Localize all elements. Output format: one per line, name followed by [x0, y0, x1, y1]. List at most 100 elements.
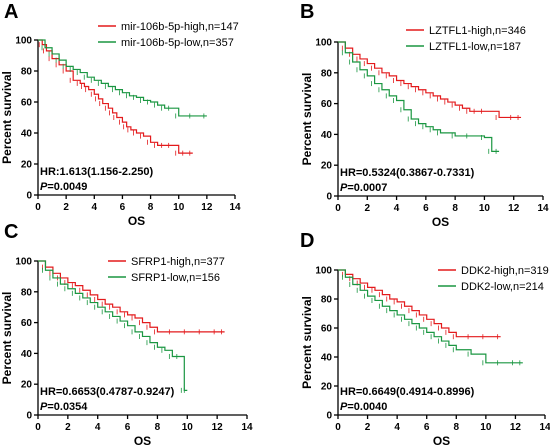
x-tick-label: 8 [155, 422, 161, 433]
y-tick-label: 100 [15, 257, 32, 268]
p-value-label: P=0.0007 [340, 182, 387, 194]
hazard-ratio-label: HR=0.6649(0.4914-0.8996) [340, 386, 475, 398]
p-symbol: P [40, 181, 48, 193]
y-axis-title: Percent survival [300, 73, 314, 166]
legend-label: SFRP1-high,n=377 [131, 256, 225, 268]
x-tick-label: 4 [92, 202, 98, 213]
x-axis-title: OS [134, 434, 151, 447]
y-tick-label: 60 [21, 318, 33, 329]
survival-curve-low [38, 260, 188, 391]
y-tick-label: 60 [321, 324, 333, 335]
y-tick-label: 20 [321, 161, 333, 172]
x-tick-label: 12 [201, 202, 213, 213]
p-value-label: P=0.0354 [40, 401, 88, 413]
x-tick-label: 0 [335, 203, 341, 214]
survival-curve-high [338, 269, 501, 338]
y-tick-label: 0 [26, 191, 32, 202]
y-tick-label: 100 [15, 36, 32, 47]
x-tick-label: 2 [65, 422, 71, 433]
y-axis-title: Percent survival [0, 71, 14, 164]
x-tick-label: 8 [148, 202, 154, 213]
p-value-label: P=0.0049 [40, 181, 87, 193]
y-axis-title: Percent survival [0, 292, 14, 385]
x-tick-label: 6 [120, 202, 126, 213]
x-tick-label: 0 [35, 202, 41, 213]
survival-curve-low [38, 39, 207, 117]
y-tick-label: 40 [321, 130, 333, 141]
legend-label: DDK2-low,n=214 [461, 281, 544, 293]
legend-label: DDK2-high,n=319 [461, 265, 549, 277]
x-tick-label: 12 [212, 422, 224, 433]
x-tick-label: 10 [182, 422, 194, 433]
legend: LZTFL1-high,n=346 LZTFL1-low,n=187 [406, 25, 526, 53]
x-tick-label: 0 [35, 422, 41, 433]
chart-panel-d: D 0 2 4 6 8 10 12 14 0 20 40 60 80 100 OS Percent surviv… [300, 230, 550, 447]
legend-label: mir-106b-5p-high,n=147 [121, 21, 239, 33]
y-tick-label: 80 [21, 67, 33, 78]
hazard-ratio-label: HR:1.613(1.156-2.250) [40, 166, 153, 178]
legend: mir-106b-5p-high,n=147 mir-106b-5p-low,n=… [98, 21, 239, 49]
p-value: =0.0354 [47, 401, 88, 413]
survival-curve-high [38, 39, 193, 154]
survival-curve-high [338, 41, 522, 119]
panel-letter: B [300, 1, 314, 23]
y-tick-label: 0 [326, 192, 332, 203]
chart-panel-a: A 0 2 4 6 8 10 12 14 0 20 40 60 80 100 OS Percent surviv… [0, 1, 241, 228]
x-tick-label: 0 [335, 422, 341, 433]
p-symbol: P [340, 401, 348, 413]
x-tick-label: 2 [365, 422, 371, 433]
y-tick-label: 60 [321, 99, 333, 110]
hazard-ratio-label: HR=0.6653(0.4787-0.9247) [40, 386, 175, 398]
y-tick-label: 40 [321, 353, 333, 364]
legend-label: LZTFL1-high,n=346 [429, 25, 526, 37]
p-value: =0.0007 [347, 182, 387, 194]
y-tick-label: 80 [321, 68, 333, 79]
legend: DDK2-high,n=319 DDK2-low,n=214 [438, 265, 549, 293]
x-tick-label: 2 [63, 202, 69, 213]
y-tick-label: 20 [321, 382, 333, 393]
panel-letter: A [4, 1, 18, 23]
survival-curve-low [338, 269, 523, 364]
x-tick-label: 14 [537, 203, 549, 214]
x-tick-label: 4 [394, 422, 400, 433]
p-value-label: P=0.0040 [340, 401, 387, 413]
y-tick-label: 20 [21, 380, 33, 391]
x-tick-label: 14 [539, 422, 550, 433]
y-tick-label: 100 [315, 38, 332, 49]
x-tick-label: 6 [125, 422, 131, 433]
y-tick-label: 0 [326, 411, 332, 422]
x-tick-label: 6 [423, 203, 429, 214]
survival-curve-low [338, 41, 500, 152]
y-tick-label: 60 [21, 98, 33, 109]
legend-label: SFRP1-low,n=156 [131, 272, 220, 284]
x-tick-label: 8 [454, 422, 460, 433]
panel-letter: D [300, 230, 314, 252]
x-axis-title: OS [432, 215, 449, 229]
y-tick-label: 40 [21, 129, 33, 140]
y-tick-label: 100 [315, 266, 332, 277]
x-tick-label: 10 [173, 202, 185, 213]
p-value: =0.0049 [47, 181, 87, 193]
x-tick-label: 14 [241, 422, 253, 433]
x-tick-label: 6 [424, 422, 430, 433]
y-tick-label: 20 [21, 160, 33, 171]
p-value: =0.0040 [347, 401, 387, 413]
x-axis-title: OS [433, 434, 450, 447]
y-tick-label: 40 [21, 349, 33, 360]
x-tick-label: 12 [508, 203, 520, 214]
chart-panel-b: B 0 2 4 6 8 10 12 14 0 20 40 60 80 100 OS Percent surviv… [300, 1, 549, 229]
survival-curve-high [38, 260, 225, 333]
legend-label: mir-106b-5p-low,n=357 [121, 37, 234, 49]
y-tick-label: 0 [26, 411, 32, 422]
x-tick-label: 14 [229, 202, 241, 213]
panel-letter: C [4, 221, 18, 243]
x-tick-label: 2 [365, 203, 371, 214]
x-axis-title: OS [128, 214, 145, 228]
legend-label: LZTFL1-low,n=187 [429, 41, 521, 53]
x-tick-label: 10 [479, 203, 491, 214]
legend: SFRP1-high,n=377 SFRP1-low,n=156 [108, 256, 225, 284]
hazard-ratio-label: HR=0.5324(0.3867-0.7331) [340, 167, 475, 179]
chart-panel-c: C 0 2 4 6 8 10 12 14 0 20 40 60 80 100 OS Percent surviv… [0, 221, 253, 447]
y-axis-title: Percent survival [300, 296, 314, 389]
